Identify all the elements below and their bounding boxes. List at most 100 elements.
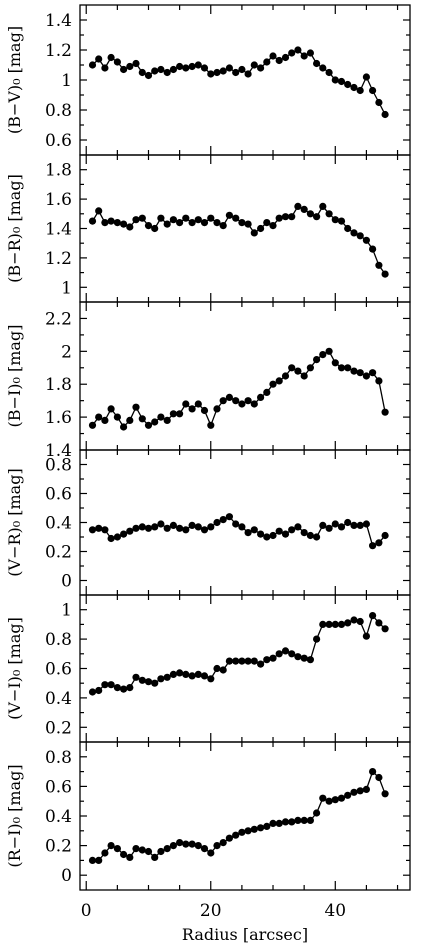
data-point <box>294 367 302 375</box>
data-point <box>194 61 202 69</box>
data-point <box>219 67 227 75</box>
data-point <box>362 236 370 244</box>
data-point <box>101 526 109 534</box>
data-point <box>188 405 196 413</box>
data-point <box>257 224 265 233</box>
data-point <box>300 205 308 213</box>
data-point <box>120 685 128 693</box>
data-point <box>200 845 209 853</box>
data-point <box>219 839 227 847</box>
data-point <box>288 526 296 534</box>
series-line <box>91 350 386 429</box>
data-point <box>163 845 171 853</box>
data-point <box>107 842 115 850</box>
data-point <box>313 635 321 643</box>
data-point <box>113 533 121 541</box>
panel-frame <box>79 594 411 743</box>
data-point <box>188 672 196 680</box>
data-point <box>232 520 240 528</box>
data-point <box>95 856 103 865</box>
data-point <box>337 523 346 531</box>
data-point <box>325 68 333 77</box>
data-point <box>250 526 258 534</box>
data-point <box>182 400 190 408</box>
data-point <box>250 400 258 408</box>
data-point <box>337 620 346 629</box>
y-tick-label: 1.6 <box>45 408 72 428</box>
y-tick-label: 0.8 <box>45 748 72 768</box>
y-tick-label: 2.2 <box>45 309 72 329</box>
y-tick-label: 1.2 <box>45 41 72 61</box>
data-point <box>319 794 327 802</box>
data-point <box>101 681 109 689</box>
data-point <box>101 64 109 72</box>
y-tick-label: 1.4 <box>45 11 72 31</box>
y-axis-label: (R−I)₀ [mag] <box>5 764 24 867</box>
data-point <box>275 56 283 65</box>
data-point <box>238 65 246 74</box>
data-point <box>138 676 146 684</box>
data-point <box>350 788 358 796</box>
data-point <box>176 219 184 227</box>
data-point <box>138 523 146 531</box>
panel-1: 0.6 0.8 1 1.2 1.4 (B−V)₀ [mag] <box>5 4 411 156</box>
data-point <box>275 377 283 385</box>
data-point <box>250 657 258 665</box>
y-tick-label: 0.4 <box>45 807 72 827</box>
data-point <box>207 421 215 429</box>
x-tick-label: 0 <box>81 901 92 921</box>
data-point <box>144 524 153 532</box>
data-point <box>126 223 134 231</box>
y-tick-label: 0.2 <box>45 837 72 857</box>
data-point <box>163 524 171 532</box>
data-point <box>263 533 271 541</box>
data-point <box>238 828 246 836</box>
data-point <box>213 518 221 527</box>
y-tick-label: 1.8 <box>45 375 72 395</box>
data-point <box>250 61 258 69</box>
data-point <box>356 369 364 377</box>
panel-2: 1 1.2 1.4 1.6 1.8 (B−R)₀ [mag] <box>5 154 411 303</box>
y-tick-label: 0 <box>61 572 72 592</box>
data-point <box>219 516 227 524</box>
data-point <box>225 211 233 219</box>
data-point <box>300 52 308 60</box>
data-point <box>350 83 358 92</box>
data-point <box>294 46 302 54</box>
data-point <box>132 845 140 853</box>
y-tick-label: 1 <box>61 278 72 298</box>
data-point <box>337 217 346 225</box>
data-point <box>213 664 221 673</box>
y-tick-label: 1.4 <box>45 220 72 240</box>
data-point <box>120 423 128 431</box>
data-point <box>294 523 302 531</box>
data-point <box>362 372 370 380</box>
data-point <box>344 364 352 372</box>
y-tick-label: 0 <box>61 866 72 886</box>
data-point <box>157 520 165 528</box>
data-point <box>194 216 202 224</box>
data-point <box>157 65 165 74</box>
data-point <box>244 220 252 228</box>
data-point <box>151 224 159 233</box>
data-point <box>194 670 202 679</box>
y-tick-label: 0.6 <box>45 131 72 151</box>
x-axis-label: Radius [arcsec] <box>182 925 308 944</box>
data-point <box>232 214 240 222</box>
data-point <box>120 220 128 228</box>
data-point <box>88 856 97 865</box>
data-point <box>225 393 233 401</box>
data-point <box>294 816 302 825</box>
data-point <box>269 654 277 662</box>
data-point <box>375 539 383 547</box>
data-point <box>176 410 184 418</box>
data-point <box>356 521 364 530</box>
data-point <box>232 657 240 665</box>
data-point <box>225 64 233 72</box>
data-point <box>369 86 377 95</box>
data-point <box>319 202 327 210</box>
data-point <box>157 214 165 222</box>
data-point <box>263 822 271 831</box>
data-point <box>88 688 97 696</box>
data-point <box>225 834 233 842</box>
